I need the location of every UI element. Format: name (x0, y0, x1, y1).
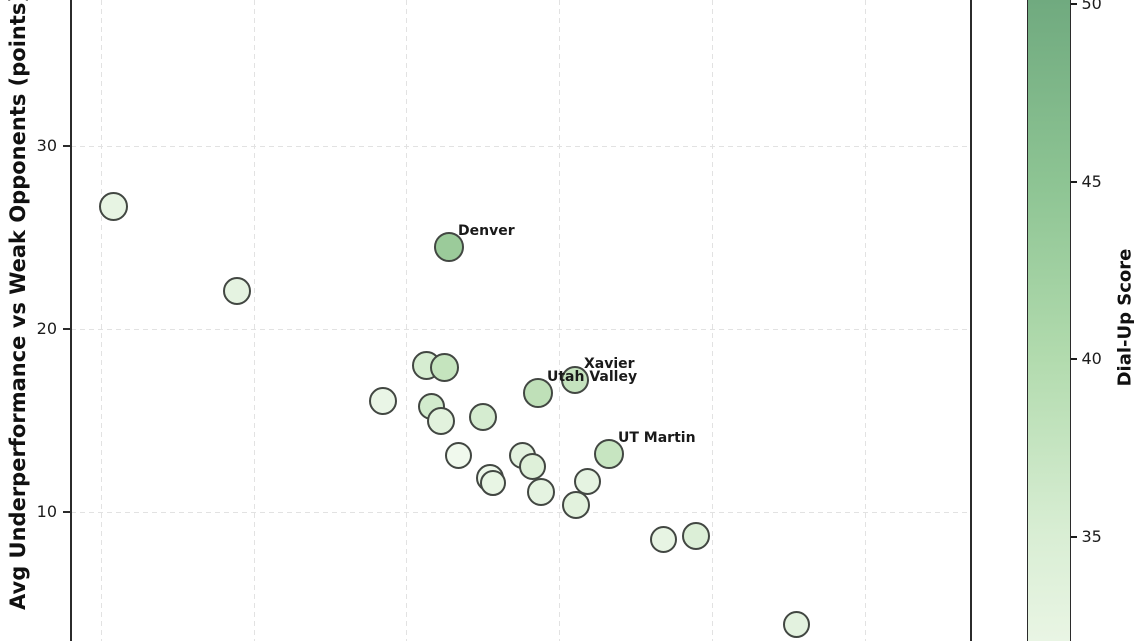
x-gridline (559, 0, 560, 641)
data-point (429, 353, 459, 383)
colorbar-tick-label: 45 (1081, 171, 1102, 191)
colorbar-tick-mark (1070, 180, 1077, 183)
data-point-xavier (561, 366, 589, 395)
colorbar-tick-label: 50 (1081, 0, 1102, 13)
data-point (427, 406, 455, 435)
annotation-label: Utah Valley (547, 369, 638, 386)
data-point (98, 191, 128, 221)
y-tick-mark (63, 328, 70, 331)
y-tick-mark (63, 145, 70, 147)
colorbar-tick-label: 35 (1081, 526, 1102, 546)
x-gridline (712, 0, 713, 641)
y-gridline (71, 328, 970, 330)
y-tick-mark (63, 511, 70, 514)
colorbar-tick-mark (1070, 358, 1077, 360)
data-point (682, 522, 710, 551)
annotation-label: Denver (458, 222, 515, 239)
data-point (782, 610, 810, 638)
data-point (518, 453, 546, 480)
y-tick-label: 20 (36, 319, 57, 339)
x-gridline (101, 0, 102, 641)
data-point (223, 276, 251, 305)
data-point (573, 467, 601, 495)
y-gridline (71, 145, 970, 147)
colorbar-tick-mark (1070, 535, 1077, 538)
colorbar-label: Dial-Up Score (1114, 248, 1136, 387)
data-point-utah-valley (523, 378, 553, 409)
annotation-label: Xavier (584, 356, 635, 373)
data-point-denver (434, 231, 464, 262)
y-tick-label: 30 (36, 136, 57, 155)
data-point (369, 386, 397, 415)
data-point (649, 526, 677, 554)
colorbar-tick-mark (1070, 3, 1077, 5)
x-gridline (406, 0, 407, 641)
annotation-label: UT Martin (618, 429, 696, 446)
colorbar-tick-label: 40 (1081, 349, 1102, 368)
data-point-ut-martin (594, 438, 624, 469)
y-axis-right-spine (970, 0, 972, 641)
y-axis-left-spine (70, 0, 72, 641)
x-gridline (864, 0, 866, 641)
data-point (562, 490, 590, 519)
colorbar (1026, 0, 1071, 641)
y-gridline (71, 511, 970, 513)
data-point (469, 403, 497, 432)
data-point (480, 469, 506, 496)
y-tick-label: 10 (36, 502, 57, 522)
data-point (444, 442, 472, 470)
data-point (527, 478, 555, 507)
x-gridline (253, 0, 255, 641)
